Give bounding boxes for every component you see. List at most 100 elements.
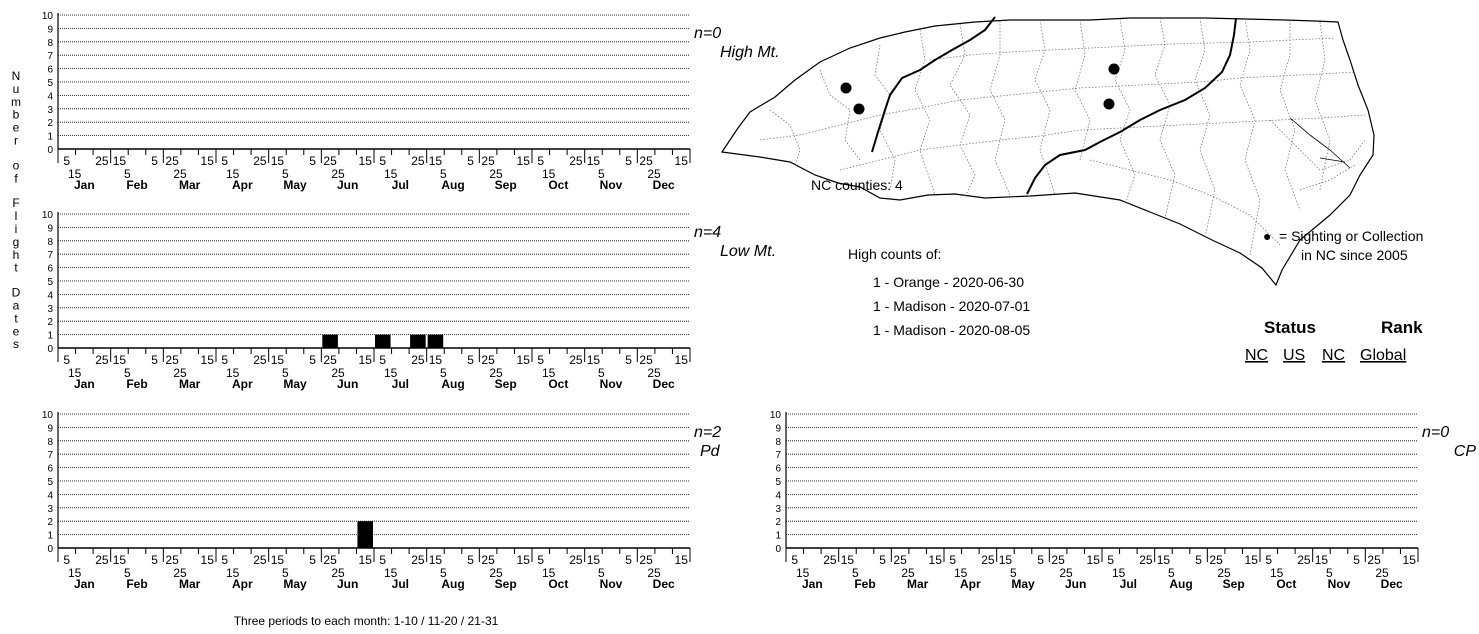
y-axis-letter: a xyxy=(13,299,20,313)
x-tick-label: 5 xyxy=(1353,553,1360,567)
x-tick-label: 5 xyxy=(1037,553,1044,567)
x-tick-label: 15 xyxy=(542,566,556,580)
x-tick-label: 5 xyxy=(1010,566,1017,580)
x-tick-label: 5 xyxy=(309,154,316,168)
x-tick-label: 5 xyxy=(440,566,447,580)
x-tick-label: 25 xyxy=(323,353,337,367)
y-tick-label: 10 xyxy=(42,210,54,221)
county-lines xyxy=(759,17,1366,256)
x-tick-label: 15 xyxy=(429,553,443,567)
x-tick-label: 25 xyxy=(173,167,187,181)
x-tick-label: 5 xyxy=(440,366,447,380)
month-label: May xyxy=(1011,577,1035,591)
y-tick-label: 0 xyxy=(47,344,53,355)
y-tick-label: 6 xyxy=(47,264,53,275)
county-count-label: NC counties: 4 xyxy=(811,177,903,193)
y-tick-label: 4 xyxy=(775,490,781,501)
month-label: Mar xyxy=(179,377,201,391)
y-tick-label: 10 xyxy=(42,410,54,421)
x-tick-label: 15 xyxy=(359,154,373,168)
x-tick-label: 25 xyxy=(253,154,267,168)
x-tick-label: 15 xyxy=(675,154,689,168)
x-tick-label: 25 xyxy=(1209,553,1223,567)
y-axis-letter: f xyxy=(14,171,18,185)
x-tick-label: 5 xyxy=(598,566,605,580)
month-label: Jul xyxy=(1120,577,1137,591)
y-tick-label: 1 xyxy=(47,531,53,542)
month-label: Oct xyxy=(1276,577,1296,591)
y-axis-letter: N xyxy=(12,69,21,83)
y-tick-label: 1 xyxy=(47,331,53,342)
flight-bar xyxy=(357,521,373,548)
x-tick-label: 15 xyxy=(587,154,601,168)
x-tick-label: 15 xyxy=(359,553,373,567)
x-tick-label: 5 xyxy=(151,353,158,367)
x-tick-label: 15 xyxy=(113,154,127,168)
x-tick-label: 5 xyxy=(1107,553,1114,567)
x-tick-label: 25 xyxy=(569,154,583,168)
high-count-item: 1 - Madison - 2020-08-05 xyxy=(873,322,1030,338)
x-tick-label: 25 xyxy=(253,353,267,367)
flight-bar xyxy=(427,334,444,348)
region-label: Pd xyxy=(700,443,721,460)
y-tick-label: 5 xyxy=(775,477,781,488)
x-tick-label: 25 xyxy=(95,553,109,567)
status-heading: Status xyxy=(1264,318,1316,337)
x-tick-label: 25 xyxy=(569,553,583,567)
x-tick-label: 15 xyxy=(587,553,601,567)
x-tick-label: 15 xyxy=(999,553,1013,567)
pamlico-coast xyxy=(1289,117,1351,169)
month-label: Jun xyxy=(337,178,358,192)
x-tick-label: 5 xyxy=(282,366,289,380)
y-tick-label: 0 xyxy=(775,544,781,555)
y-tick-label: 8 xyxy=(47,38,53,49)
x-tick-label: 15 xyxy=(1087,553,1101,567)
high-counts-title: High counts of: xyxy=(848,246,941,262)
x-tick-label: 5 xyxy=(151,553,158,567)
x-tick-label: 25 xyxy=(639,553,653,567)
x-tick-label: 5 xyxy=(625,553,632,567)
x-tick-label: 25 xyxy=(1375,566,1389,580)
month-label: Jun xyxy=(1065,577,1086,591)
legend-dot-symbol: ● xyxy=(1263,228,1271,244)
x-tick-label: 25 xyxy=(331,167,345,181)
x-tick-label: 25 xyxy=(489,566,503,580)
x-tick-label: 5 xyxy=(625,154,632,168)
x-tick-label: 5 xyxy=(537,553,544,567)
x-tick-label: 5 xyxy=(1168,566,1175,580)
rank-heading: Rank xyxy=(1381,318,1423,337)
x-tick-label: 5 xyxy=(221,553,228,567)
flight-bar xyxy=(410,334,426,348)
month-label: Jan xyxy=(74,178,95,192)
x-tick-label: 15 xyxy=(1112,566,1126,580)
x-tick-label: 5 xyxy=(537,154,544,168)
x-tick-label: 5 xyxy=(124,366,131,380)
month-label: Jul xyxy=(392,377,409,391)
month-label: Nov xyxy=(1328,577,1351,591)
flight-bar xyxy=(375,334,391,348)
y-tick-label: 5 xyxy=(47,477,53,488)
x-tick-label: 5 xyxy=(625,353,632,367)
x-tick-label: 15 xyxy=(517,353,531,367)
y-axis-letter: l xyxy=(15,209,18,223)
x-tick-label: 15 xyxy=(359,353,373,367)
x-tick-label: 5 xyxy=(221,353,228,367)
month-label: Jun xyxy=(337,577,358,591)
y-axis-letter: r xyxy=(14,134,18,148)
legend-line-1: = Sighting or Collection xyxy=(1279,228,1423,244)
y-tick-label: 4 xyxy=(47,490,53,501)
x-tick-label: 5 xyxy=(467,353,474,367)
x-tick-label: 5 xyxy=(309,553,316,567)
x-tick-label: 25 xyxy=(331,566,345,580)
x-tick-label: 15 xyxy=(201,553,215,567)
x-tick-label: 25 xyxy=(323,154,337,168)
month-label: Mar xyxy=(179,577,201,591)
x-tick-label: 25 xyxy=(481,154,495,168)
occurrence-dot xyxy=(1108,63,1120,75)
x-tick-label: 15 xyxy=(517,154,531,168)
month-label: May xyxy=(283,377,307,391)
region-label: Low Mt. xyxy=(720,243,776,260)
y-tick-label: 9 xyxy=(47,223,53,234)
